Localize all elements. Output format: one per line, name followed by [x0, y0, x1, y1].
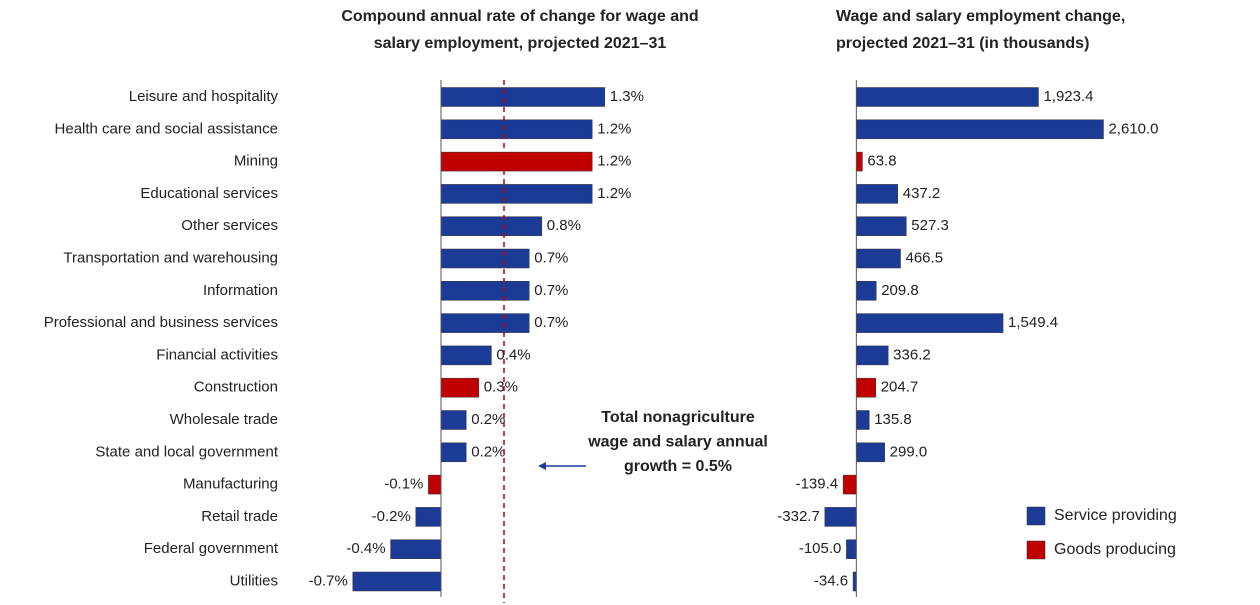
- value-label: 209.8: [881, 282, 919, 299]
- value-label: 0.2%: [471, 443, 505, 460]
- value-label: -332.7: [777, 508, 820, 525]
- value-label: 527.3: [911, 217, 949, 234]
- bar: [440, 151, 593, 172]
- value-label: 0.7%: [534, 314, 568, 331]
- category-label: Utilities: [230, 572, 278, 589]
- bar: [440, 87, 606, 107]
- category-label: Mining: [234, 153, 278, 170]
- bar: [842, 474, 857, 495]
- value-label: -0.1%: [384, 476, 423, 493]
- bar: [856, 248, 901, 269]
- bar: [856, 184, 898, 204]
- category-label: Transportation and warehousing: [63, 249, 278, 266]
- bar: [415, 507, 442, 527]
- value-label: 1.2%: [597, 185, 631, 202]
- value-label: 437.2: [903, 185, 941, 202]
- annotation: growth = 0.5%: [624, 458, 732, 475]
- arrow-head: [538, 462, 546, 470]
- bar: [440, 248, 530, 269]
- value-label: 63.8: [867, 153, 896, 170]
- bar: [440, 345, 492, 366]
- bar: [440, 313, 530, 333]
- bar: [846, 539, 857, 559]
- value-label: 1.2%: [597, 120, 631, 137]
- bar: [440, 410, 467, 430]
- category-label: Wholesale trade: [170, 411, 278, 428]
- bar: [428, 474, 442, 495]
- category-label: Construction: [194, 379, 278, 396]
- value-label: -0.4%: [346, 540, 385, 557]
- legend-swatch: [1026, 540, 1046, 560]
- category-label: Retail trade: [201, 508, 278, 525]
- bar: [856, 119, 1104, 140]
- bar: [856, 313, 1004, 333]
- bar: [856, 151, 863, 172]
- category-label: Manufacturing: [183, 476, 278, 493]
- bar: [856, 216, 907, 236]
- bar: [440, 442, 467, 463]
- bar: [390, 539, 442, 559]
- value-label: 135.8: [874, 411, 912, 428]
- category-label: Health care and social assistance: [55, 120, 278, 137]
- value-label: 336.2: [893, 346, 931, 363]
- category-label: Professional and business services: [44, 314, 278, 331]
- value-label: -139.4: [796, 476, 839, 493]
- bar: [440, 377, 480, 398]
- bar: [440, 281, 530, 301]
- bar: [352, 571, 442, 592]
- bar: [440, 119, 593, 140]
- chart-title: salary employment, projected 2021–31: [374, 35, 667, 52]
- category-label: State and local government: [95, 443, 278, 460]
- value-label: 1.2%: [597, 153, 631, 170]
- category-label: Educational services: [140, 185, 278, 202]
- category-label: Information: [203, 282, 278, 299]
- bar: [440, 184, 593, 204]
- value-label: 0.2%: [471, 411, 505, 428]
- category-label: Federal government: [144, 540, 279, 557]
- chart-title: Wage and salary employment change,: [836, 8, 1125, 25]
- value-label: 1,549.4: [1008, 314, 1058, 331]
- value-label: 0.3%: [484, 379, 518, 396]
- annotation: Total nonagriculture: [601, 409, 755, 426]
- value-label: 299.0: [890, 443, 928, 460]
- bar: [824, 507, 857, 527]
- category-label: Other services: [181, 217, 278, 234]
- value-label: -34.6: [814, 572, 848, 589]
- annotation: wage and salary annual: [587, 434, 768, 451]
- bar: [856, 410, 870, 430]
- chart-title: projected 2021–31 (in thousands): [836, 35, 1089, 52]
- value-label: -0.2%: [372, 508, 411, 525]
- value-label: 0.7%: [534, 249, 568, 266]
- bar: [440, 216, 543, 236]
- value-label: 466.5: [906, 249, 944, 266]
- legend-label: Goods producing: [1054, 541, 1176, 558]
- value-label: 204.7: [881, 379, 919, 396]
- legend-label: Service providing: [1054, 507, 1177, 524]
- value-label: -0.7%: [309, 572, 348, 589]
- chart-title: Compound annual rate of change for wage …: [341, 8, 698, 25]
- bar: [856, 442, 885, 463]
- value-label: 2,610.0: [1108, 120, 1158, 137]
- bar: [856, 281, 877, 301]
- value-label: 0.8%: [547, 217, 581, 234]
- legend-swatch: [1026, 506, 1046, 526]
- value-label: 0.4%: [496, 346, 530, 363]
- value-label: 1,923.4: [1043, 88, 1093, 105]
- category-label: Leisure and hospitality: [129, 88, 279, 105]
- value-label: -105.0: [799, 540, 842, 557]
- bar: [856, 377, 876, 398]
- value-label: 0.7%: [534, 282, 568, 299]
- category-label: Financial activities: [156, 346, 278, 363]
- value-label: 1.3%: [610, 88, 644, 105]
- bar: [856, 345, 889, 366]
- bar: [856, 87, 1039, 107]
